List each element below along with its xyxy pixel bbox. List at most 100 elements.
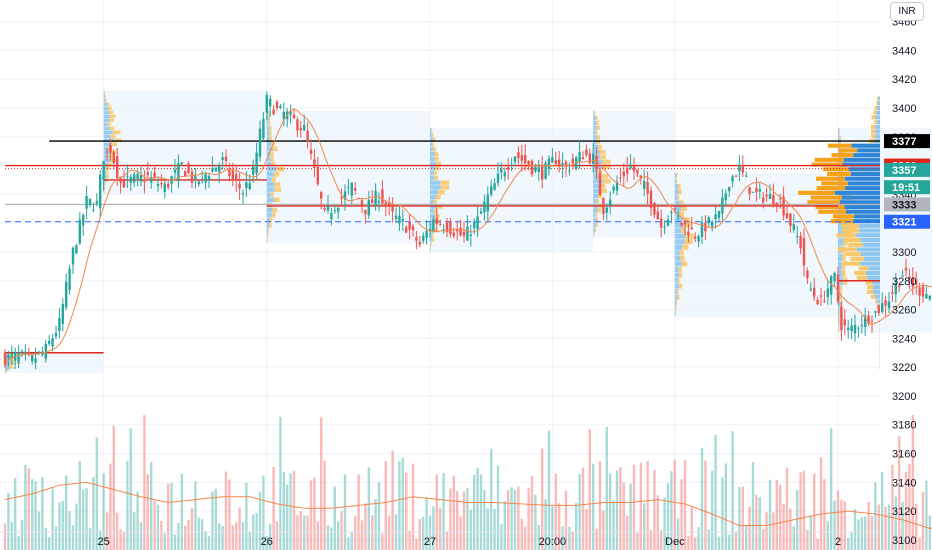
session-vp-bar <box>598 144 602 150</box>
volume-bar <box>789 508 792 550</box>
candle-body <box>554 160 557 164</box>
time-tick-label: 25 <box>97 536 109 548</box>
candle-body <box>479 211 483 214</box>
session-vp-bar <box>266 192 271 197</box>
candle-body <box>884 300 887 306</box>
session-vp-bar <box>595 130 598 135</box>
price-tick-label: 3240 <box>892 333 916 345</box>
range-vp-bar <box>823 167 849 172</box>
volume-bar <box>513 489 517 550</box>
volume-bar <box>530 476 534 550</box>
candle-body <box>870 320 874 322</box>
session-vp-bar <box>593 110 595 116</box>
candle-body <box>904 267 908 271</box>
volume-bar <box>360 520 364 550</box>
volume-bar <box>381 533 384 550</box>
candle-body <box>775 202 778 208</box>
candle-body <box>112 152 115 164</box>
candle-body <box>626 167 629 174</box>
candle-body <box>24 351 27 354</box>
range-vp-bar <box>874 294 880 299</box>
candle-body <box>394 215 398 220</box>
volume-bar <box>819 457 823 550</box>
session-vp-bar <box>838 324 840 333</box>
session-vp-bar <box>593 169 599 174</box>
volume-bar <box>432 506 435 550</box>
price-tick-label: 3180 <box>892 420 916 432</box>
time-tick-label: Dec <box>665 536 685 548</box>
volume-bar <box>422 516 425 550</box>
range-vp-bar <box>876 120 880 125</box>
session-vp-bar <box>104 186 106 190</box>
volume-bar <box>282 471 285 550</box>
volume-bar <box>782 503 785 550</box>
volume-bar <box>809 515 812 550</box>
candle-body <box>177 163 180 182</box>
session-vp-bar <box>103 162 109 166</box>
candle-body <box>452 232 455 237</box>
volume-bar <box>296 515 299 550</box>
range-vp-bar <box>865 280 873 285</box>
session-vp-bar <box>434 156 439 161</box>
session-vp-bar <box>106 166 110 170</box>
session-vp-bar <box>674 217 683 223</box>
session-vp-bar <box>112 130 121 135</box>
volume-bar <box>258 491 262 550</box>
candle-body <box>816 299 819 305</box>
candle-body <box>677 215 680 217</box>
range-vp-bar <box>867 275 880 280</box>
candle-body <box>27 351 30 353</box>
volume-bar <box>928 515 931 550</box>
session-vp-bar <box>674 289 677 295</box>
currency-button[interactable]: INR <box>890 2 924 21</box>
volume-bar <box>398 461 401 550</box>
range-vp-bar <box>872 280 880 285</box>
volume-bar <box>728 534 731 550</box>
price-tag-label: 3377 <box>892 136 916 148</box>
candle-body <box>296 119 299 131</box>
range-vp-bar <box>878 96 880 101</box>
candle-body <box>864 315 867 327</box>
range-vp-bar <box>810 195 842 200</box>
volume-bar <box>745 525 748 550</box>
candle-body <box>245 182 248 189</box>
volume-bar <box>384 461 387 550</box>
session-vp-bar <box>5 365 9 367</box>
session-vp-bar <box>674 239 685 245</box>
volume-bar <box>629 483 632 550</box>
volume-bar <box>105 512 109 550</box>
session-vp-bar <box>602 159 611 164</box>
candle-body <box>697 236 700 242</box>
volume-bar <box>666 483 670 550</box>
price-tag <box>884 214 930 229</box>
session-vp-bar <box>5 363 10 365</box>
volume-bar <box>694 537 697 550</box>
volume-bar <box>864 516 867 550</box>
volume-bar <box>830 427 833 550</box>
volume-bar <box>245 482 248 550</box>
session-vp-bar <box>10 358 16 360</box>
session-vp-bar <box>432 142 434 147</box>
session-vp-bar <box>680 228 686 234</box>
volume-bar <box>581 467 585 550</box>
session-vp-bar <box>5 371 7 373</box>
candle-body <box>167 183 170 188</box>
session-vp-bar <box>108 110 114 115</box>
session-vp-bar <box>266 171 274 177</box>
candle-body <box>785 212 789 219</box>
volume-bar <box>150 462 153 550</box>
volume-bar <box>639 462 642 550</box>
session-vp-bar <box>593 174 602 179</box>
session-vp-bar <box>593 218 596 223</box>
candle-body <box>99 174 102 209</box>
volume-bar <box>41 476 44 550</box>
volume-bar <box>343 474 347 550</box>
session-vp-bar <box>842 269 846 278</box>
volume-bar <box>184 525 187 550</box>
candle-body <box>646 181 649 194</box>
candle-body <box>85 196 88 209</box>
candle-body <box>418 241 421 245</box>
candle-body <box>551 157 554 163</box>
